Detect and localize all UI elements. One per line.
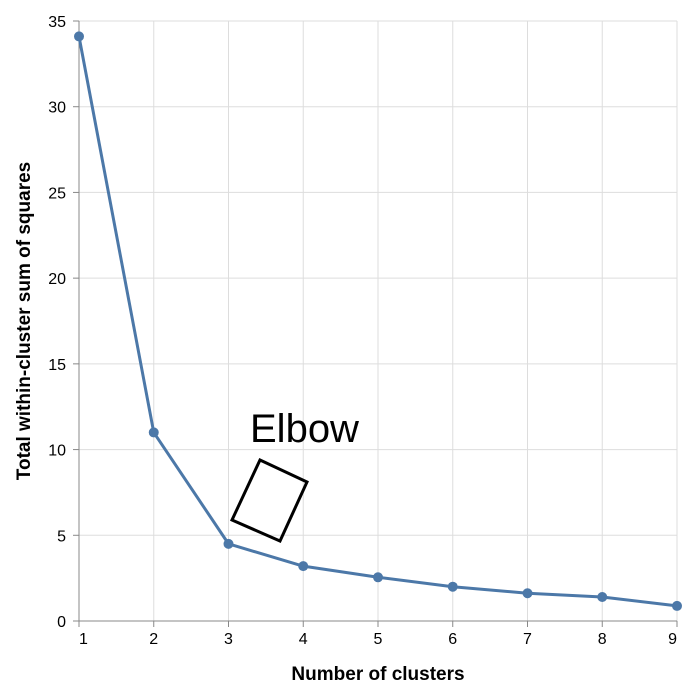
data-point (672, 600, 682, 611)
y-tick-label: 5 (57, 528, 66, 545)
x-axis-title: Number of clusters (291, 664, 464, 685)
data-point (522, 588, 533, 599)
data-point (148, 427, 159, 438)
x-tick-label: 5 (374, 631, 383, 648)
axes (73, 20, 678, 627)
x-tick-label: 8 (598, 631, 607, 648)
y-tick-label: 0 (57, 614, 66, 631)
x-tick-label: 1 (79, 631, 88, 648)
data-point (597, 592, 608, 602)
series (74, 31, 682, 611)
data-point (447, 581, 458, 592)
grid (78, 20, 678, 622)
y-axis-title: Total within-cluster sum of squares (14, 162, 35, 480)
y-tick-label: 10 (48, 443, 66, 460)
x-tick-label: 7 (523, 631, 532, 648)
elbow-annotation: Elbow (229, 407, 359, 543)
x-tick-label: 2 (149, 631, 158, 648)
tick-labels: 1 2 3 4 5 6 7 8 9 0 5 10 15 20 25 30 35 (48, 14, 677, 648)
elbow-label: Elbow (250, 407, 359, 451)
data-point (373, 572, 383, 583)
x-tick-label: 4 (299, 631, 308, 648)
y-tick-label: 15 (48, 357, 66, 374)
y-tick-label: 20 (48, 271, 66, 288)
x-tick-label: 9 (668, 631, 677, 648)
y-tick-label: 30 (48, 100, 66, 117)
elbow-marker-square (229, 458, 309, 543)
y-tick-label: 35 (48, 14, 66, 31)
x-tick-label: 6 (448, 631, 457, 648)
data-point (223, 538, 234, 549)
data-point (298, 561, 309, 572)
data-point (74, 31, 84, 42)
y-tick-label: 25 (48, 185, 66, 202)
x-tick-label: 3 (224, 631, 233, 648)
